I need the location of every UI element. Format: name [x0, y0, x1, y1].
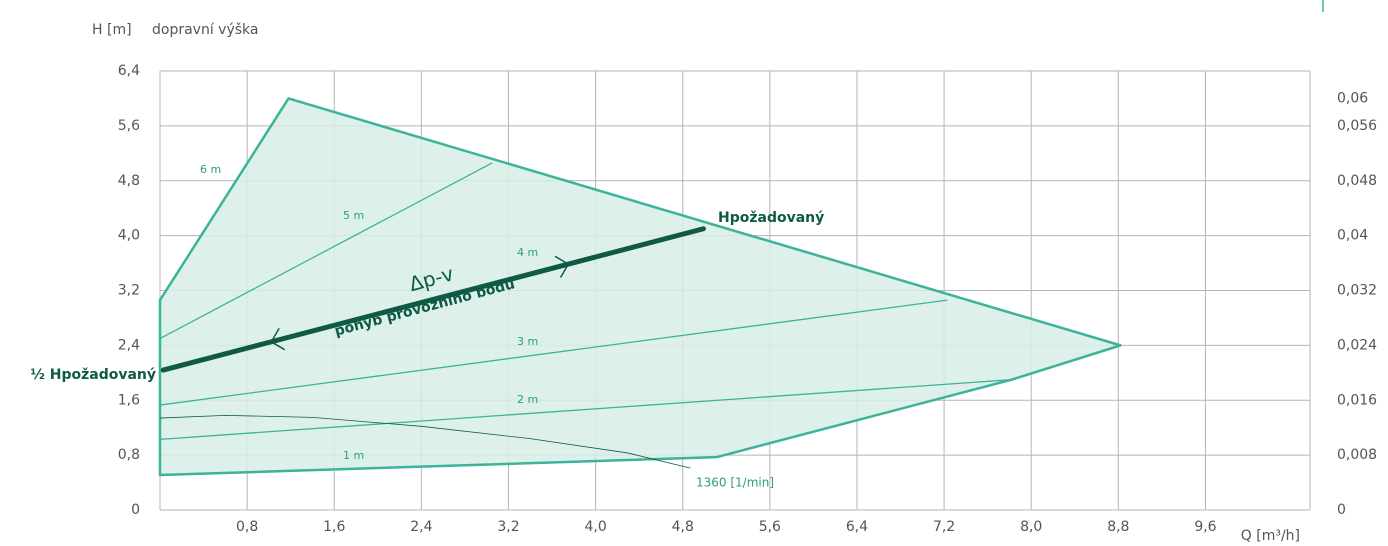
y2-tick-label: 0,008	[1337, 447, 1377, 463]
start-label: ½ Hpožadovaný	[30, 367, 156, 383]
y2-tick-label: 0	[1337, 502, 1346, 518]
y-tick-label: 3,2	[118, 283, 140, 299]
x-tick-label: 2,4	[410, 519, 432, 535]
y-tick-label: 0,8	[118, 447, 140, 463]
direction-arrow	[554, 255, 570, 278]
line-label: 3 m	[517, 335, 538, 348]
y-tick-label: 4,8	[118, 173, 140, 189]
y-tick-label: 6,4	[118, 63, 140, 79]
x-tick-label: 8,8	[1107, 519, 1129, 535]
y2-tick-label: 0,024	[1337, 337, 1377, 353]
x-axis-label: Q [m³/h]	[1241, 528, 1300, 544]
x-tick-label: 0,8	[236, 519, 258, 535]
speed-label: 1360 [1/min]	[696, 476, 774, 490]
direction-arrow	[270, 328, 286, 351]
line-label: 6 m	[200, 163, 221, 176]
y2-tick-label: 0,06	[1337, 90, 1368, 106]
y2-tick-label: 0,04	[1337, 228, 1368, 244]
y-tick-label: 0	[131, 502, 140, 518]
characteristic-line	[159, 379, 1012, 440]
line-label: 1 m	[343, 449, 364, 462]
x-tick-label: 3,2	[497, 519, 519, 535]
x-tick-label: 4,8	[672, 519, 694, 535]
y2-tick-label: 0,032	[1337, 283, 1377, 299]
line-label: 4 m	[517, 246, 538, 259]
x-tick-label: 7,2	[933, 519, 955, 535]
y2-tick-label: 0,048	[1337, 173, 1377, 189]
line-label: 5 m	[343, 209, 364, 222]
x-tick-label: 9,6	[1194, 519, 1216, 535]
operating-range	[158, 97, 1122, 477]
x-tick-label: 8,0	[1020, 519, 1042, 535]
y-axis-label: H [m]	[92, 22, 132, 38]
y-tick-label: 1,6	[118, 392, 140, 408]
speed-curve	[159, 414, 691, 469]
y-tick-label: 2,4	[118, 337, 140, 353]
characteristic-line	[159, 162, 493, 340]
y2-tick-label: 0,016	[1337, 392, 1377, 408]
x-tick-label: 1,6	[323, 519, 345, 535]
x-tick-label: 6,4	[846, 519, 868, 535]
y-tick-label: 5,6	[118, 118, 140, 134]
x-tick-label: 5,6	[759, 519, 781, 535]
line-label: 2 m	[517, 393, 538, 406]
control-curve	[160, 226, 706, 373]
characteristic-line	[159, 299, 948, 406]
x-tick-label: 4,0	[584, 519, 606, 535]
end-label: Hpožadovaný	[718, 210, 824, 226]
y-axis-title: dopravní výška	[152, 22, 258, 38]
y-tick-label: 4,0	[118, 228, 140, 244]
y2-tick-label: 0,056	[1337, 118, 1377, 134]
